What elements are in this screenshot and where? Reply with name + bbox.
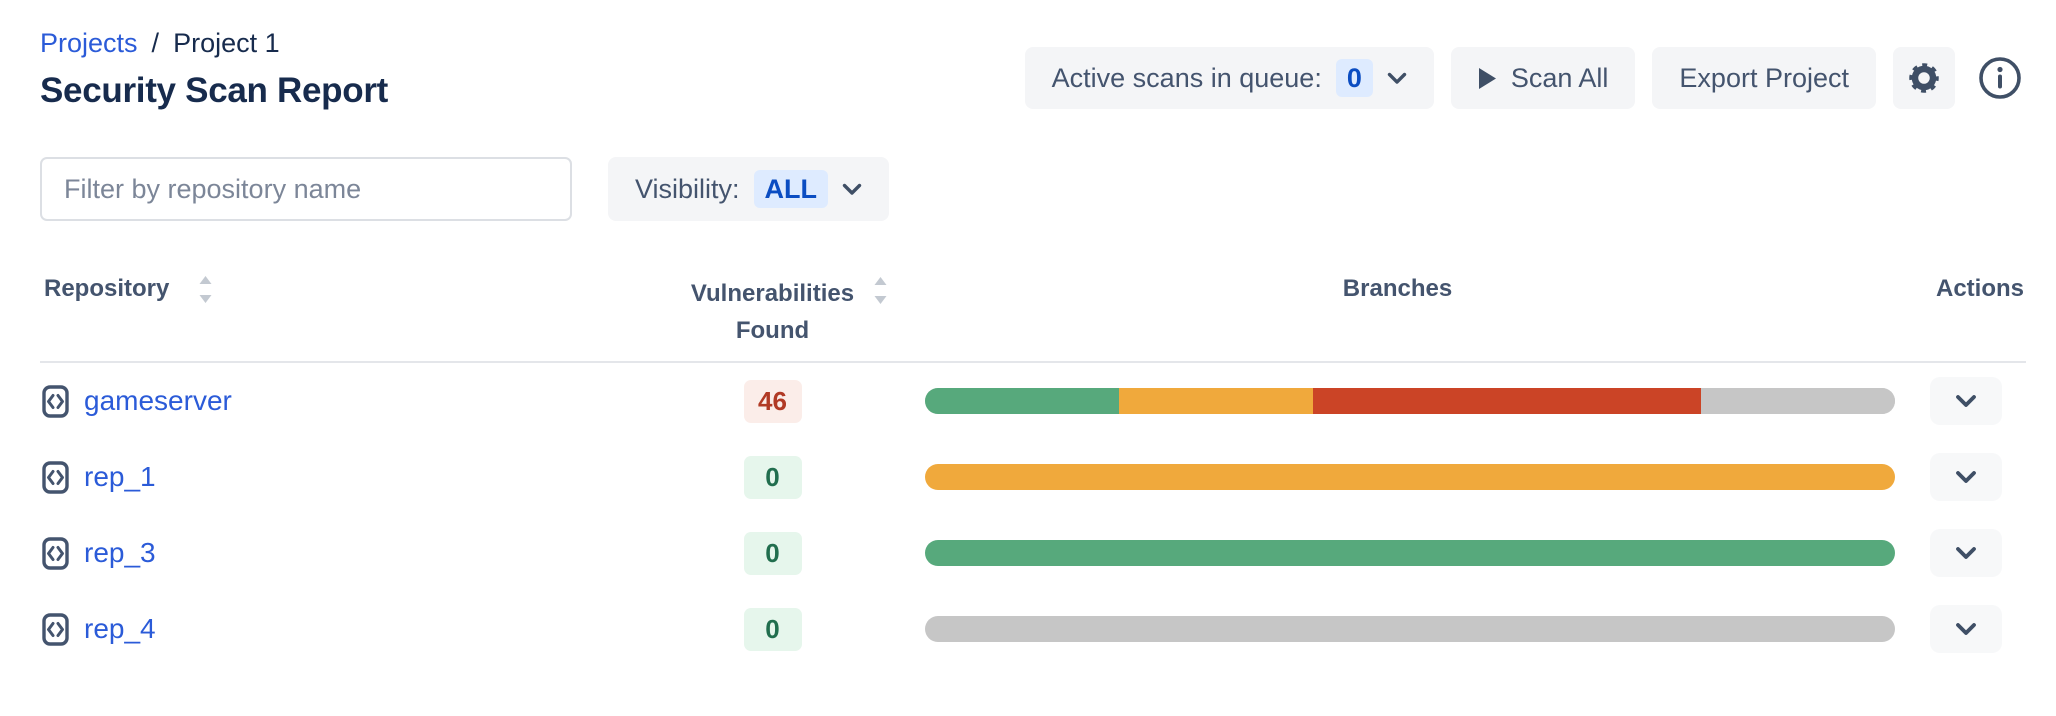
repository-cell: gameserver xyxy=(40,385,660,418)
breadcrumb-projects-link[interactable]: Projects xyxy=(40,28,138,58)
branch-segment-green xyxy=(925,388,1119,415)
repository-link[interactable]: rep_1 xyxy=(84,461,156,493)
visibility-value-badge: ALL xyxy=(753,169,829,209)
chevron-down-icon xyxy=(1955,546,1977,560)
chevron-down-icon xyxy=(1955,622,1977,636)
repository-link[interactable]: rep_3 xyxy=(84,537,156,569)
repositories-table: Repository Vulnerabilities Found xyxy=(40,269,2026,667)
sort-icon xyxy=(199,275,212,303)
column-header-actions: Actions xyxy=(1935,275,2024,302)
branch-bar[interactable] xyxy=(925,616,1895,643)
breadcrumb: Projects / Project 1 xyxy=(40,28,388,59)
scan-all-button[interactable]: Scan All xyxy=(1450,47,1636,109)
visibility-dropdown[interactable]: Visibility: ALL xyxy=(608,157,890,221)
branch-bar[interactable] xyxy=(925,540,1895,567)
export-project-button[interactable]: Export Project xyxy=(1652,47,1876,109)
active-scans-dropdown[interactable]: Active scans in queue: 0 xyxy=(1024,47,1434,109)
branches-cell xyxy=(885,540,1910,567)
chevron-down-icon xyxy=(842,183,862,196)
column-header-vulnerabilities[interactable]: Vulnerabilities Found xyxy=(660,269,887,349)
branches-cell xyxy=(885,616,1910,643)
vulnerabilities-cell: 46 xyxy=(660,380,885,423)
column-header-repository[interactable]: Repository xyxy=(40,269,660,303)
repository-cell: rep_4 xyxy=(40,613,660,646)
branch-segment-red xyxy=(1313,388,1701,415)
branch-bar[interactable] xyxy=(925,464,1895,491)
vulnerabilities-count-badge: 0 xyxy=(743,608,802,651)
toolbar: Active scans in queue: 0 Scan All Export… xyxy=(1024,47,2026,109)
repository-code-icon xyxy=(42,537,69,570)
actions-cell xyxy=(1910,453,2026,502)
table-body: gameserver 46 rep_1 xyxy=(40,363,2026,667)
branch-segment-orange xyxy=(1119,388,1313,415)
breadcrumb-current: Project 1 xyxy=(173,28,280,58)
header-divider xyxy=(40,361,2026,364)
table-row: rep_4 0 xyxy=(40,591,2026,667)
scan-all-label: Scan All xyxy=(1510,62,1609,93)
table-header-row: Repository Vulnerabilities Found xyxy=(40,269,2026,349)
repository-code-icon xyxy=(42,385,69,418)
repository-cell: rep_3 xyxy=(40,537,660,570)
vulnerabilities-cell: 0 xyxy=(660,532,885,575)
row-actions-dropdown[interactable] xyxy=(1930,453,2002,502)
branch-segment-green xyxy=(925,540,1895,567)
vulnerabilities-cell: 0 xyxy=(660,608,885,651)
chevron-down-icon xyxy=(1955,470,1977,484)
vulnerabilities-cell: 0 xyxy=(660,456,885,499)
repository-filter-input[interactable] xyxy=(40,157,572,221)
repository-code-icon xyxy=(42,461,69,494)
header-left: Projects / Project 1 Security Scan Repor… xyxy=(40,28,388,111)
breadcrumb-separator: / xyxy=(151,28,160,58)
repository-header-label: Repository xyxy=(44,275,170,302)
info-icon xyxy=(1977,55,2023,101)
branch-segment-gray xyxy=(1701,388,1895,415)
sort-icon xyxy=(874,277,887,304)
repository-link[interactable]: gameserver xyxy=(84,385,232,417)
play-icon xyxy=(1478,67,1497,90)
table-row: rep_1 0 xyxy=(40,439,2026,515)
gear-icon xyxy=(1906,60,1942,96)
active-scans-label: Active scans in queue: xyxy=(1051,62,1322,93)
repository-cell: rep_1 xyxy=(40,461,660,494)
vulnerabilities-count-badge: 0 xyxy=(743,456,802,499)
page-header: Projects / Project 1 Security Scan Repor… xyxy=(40,28,2026,111)
vulnerabilities-header-label: Vulnerabilities Found xyxy=(690,280,855,345)
repository-code-icon xyxy=(42,613,69,646)
chevron-down-icon xyxy=(1387,72,1407,85)
settings-button[interactable] xyxy=(1893,47,1955,109)
row-actions-dropdown[interactable] xyxy=(1930,529,2002,578)
active-scans-count-badge: 0 xyxy=(1335,58,1373,98)
branch-bar[interactable] xyxy=(925,388,1895,415)
actions-cell xyxy=(1910,605,2026,654)
branches-cell xyxy=(885,464,1910,491)
table-row: gameserver 46 xyxy=(40,363,2026,439)
visibility-label: Visibility: xyxy=(635,173,740,204)
column-header-branches: Branches xyxy=(1342,275,1453,302)
row-actions-dropdown[interactable] xyxy=(1930,377,2002,426)
vulnerabilities-count-badge: 0 xyxy=(743,532,802,575)
branch-segment-gray xyxy=(925,616,1895,643)
repository-link[interactable]: rep_4 xyxy=(84,613,156,645)
branch-segment-orange xyxy=(925,464,1895,491)
export-project-label: Export Project xyxy=(1679,62,1849,93)
branches-cell xyxy=(885,388,1910,415)
vulnerabilities-count-badge: 46 xyxy=(743,380,802,423)
info-button[interactable] xyxy=(1974,52,2026,104)
security-scan-report-page: Projects / Project 1 Security Scan Repor… xyxy=(40,28,2026,667)
page-title: Security Scan Report xyxy=(40,71,388,110)
filter-row: Visibility: ALL xyxy=(40,157,2026,221)
chevron-down-icon xyxy=(1955,394,1977,408)
actions-cell xyxy=(1910,377,2026,426)
actions-cell xyxy=(1910,529,2026,578)
row-actions-dropdown[interactable] xyxy=(1930,605,2002,654)
table-row: rep_3 0 xyxy=(40,515,2026,591)
